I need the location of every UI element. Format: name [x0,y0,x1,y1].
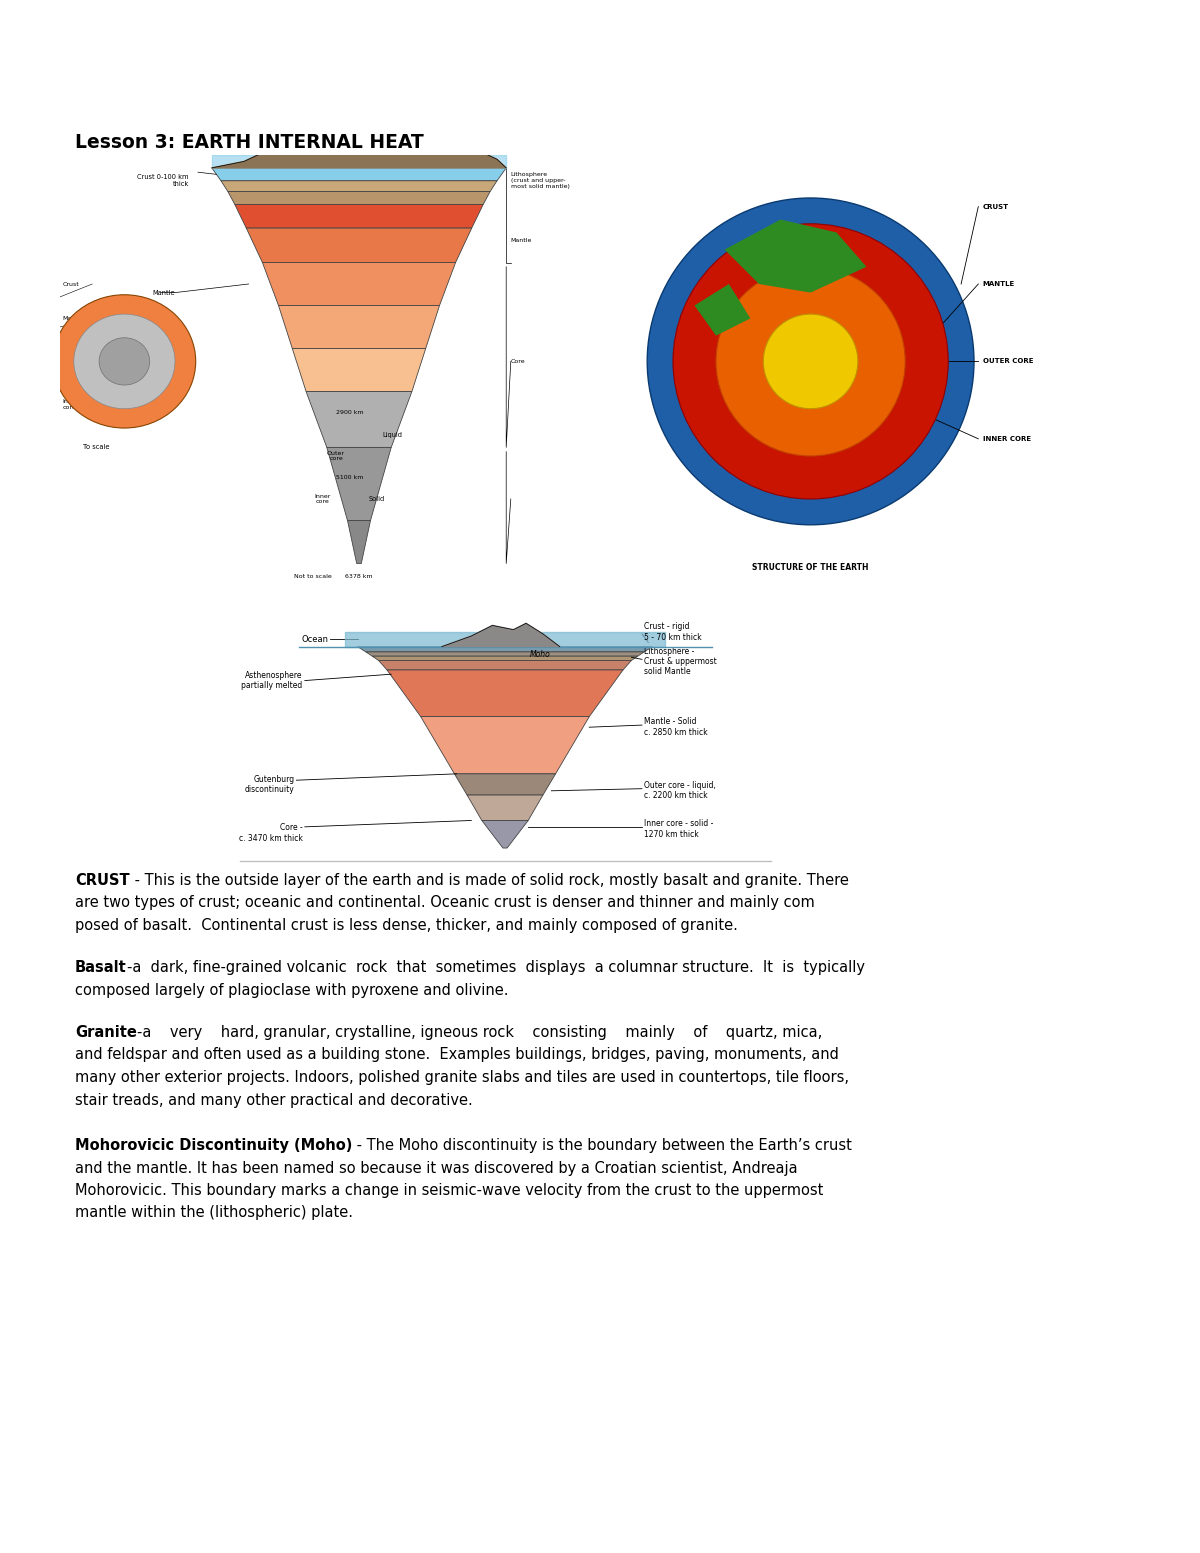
Text: OUTER CORE: OUTER CORE [983,359,1033,365]
Text: MANTLE: MANTLE [983,281,1015,287]
Text: and feldspar and often used as a building stone.  Examples buildings, bridges, p: and feldspar and often used as a buildin… [74,1048,839,1062]
Circle shape [100,337,150,385]
Text: Ocean: Ocean [301,635,328,644]
Polygon shape [421,716,589,773]
Text: stair treads, and many other practical and decorative.: stair treads, and many other practical a… [74,1092,473,1107]
Polygon shape [695,284,750,335]
Text: Crust - rigid
5 - 70 km thick: Crust - rigid 5 - 70 km thick [644,623,702,641]
Text: To scale: To scale [83,444,109,450]
Polygon shape [326,447,391,520]
Text: 2900 km: 2900 km [336,410,364,416]
Text: CRUST: CRUST [983,203,1009,210]
Text: Basalt: Basalt [74,960,127,975]
Circle shape [716,267,905,457]
Polygon shape [278,306,439,348]
Text: Asthenosphere
partially melted: Asthenosphere partially melted [241,671,302,690]
Polygon shape [306,391,412,447]
Text: Inner
core: Inner core [62,399,79,410]
Polygon shape [366,652,644,657]
Text: many other exterior projects. Indoors, polished granite slabs and tiles are used: many other exterior projects. Indoors, p… [74,1070,850,1086]
Text: Gutenburg
discontinuity: Gutenburg discontinuity [245,775,294,794]
Polygon shape [235,205,484,228]
Circle shape [53,295,196,429]
Circle shape [763,314,858,408]
Polygon shape [293,348,426,391]
Text: Outer
core: Outer core [326,450,346,461]
Text: Outer
core: Outer core [62,356,80,367]
Text: Moho: Moho [530,649,551,658]
Text: Asthenosphere: Asthenosphere [148,247,203,253]
Text: are two types of crust; oceanic and continental. Oceanic crust is denser and thi: are two types of crust; oceanic and cont… [74,896,815,910]
Text: Mantle: Mantle [511,239,532,244]
Text: 6378 km: 6378 km [346,573,373,579]
Text: Crust: Crust [62,281,79,286]
Text: Lesson 3: EARTH INTERNAL HEAT: Lesson 3: EARTH INTERNAL HEAT [74,134,424,152]
Text: STRUCTURE OF THE EARTH: STRUCTURE OF THE EARTH [752,564,869,573]
Polygon shape [263,262,456,306]
Text: Granite: Granite [74,1025,137,1041]
Text: INNER CORE: INNER CORE [983,436,1031,441]
Text: -a  dark, fine-grained volcanic  rock  that  sometimes  displays  a columnar str: -a dark, fine-grained volcanic rock that… [127,960,865,975]
Text: Core -
c. 3470 km thick: Core - c. 3470 km thick [239,823,302,843]
Text: CRUST: CRUST [74,873,130,888]
Text: 5100 km: 5100 km [336,475,364,480]
Text: -a    very    hard, granular, crystalline, igneous rock    consisting    mainly : -a very hard, granular, crystalline, ign… [137,1025,822,1041]
Text: Inner core - solid -
1270 km thick: Inner core - solid - 1270 km thick [644,820,714,839]
Polygon shape [228,191,490,205]
Polygon shape [358,646,653,652]
Polygon shape [482,820,528,848]
Polygon shape [467,795,542,820]
Text: Mantle: Mantle [62,315,84,321]
Text: Mohorovicic. This boundary marks a change in seismic-wave velocity from the crus: Mohorovicic. This boundary marks a chang… [74,1183,823,1197]
Text: composed largely of plagioclase with pyroxene and olivine.: composed largely of plagioclase with pyr… [74,983,509,997]
Text: - The Moho discontinuity is the boundary between the Earth’s crust: - The Moho discontinuity is the boundary… [353,1138,852,1152]
Polygon shape [211,168,506,180]
Polygon shape [221,180,497,191]
Text: Solid: Solid [368,495,384,502]
Text: Outer core - liquid,
c. 2200 km thick: Outer core - liquid, c. 2200 km thick [644,781,716,800]
Polygon shape [725,219,866,292]
Text: Lithosphere -
Crust & uppermost
solid Mantle: Lithosphere - Crust & uppermost solid Ma… [644,646,716,677]
Circle shape [647,197,974,525]
Text: Lithosphere
(crust and upper-
most solid mantle): Lithosphere (crust and upper- most solid… [511,172,570,189]
Text: - This is the outside layer of the earth and is made of solid rock, mostly basal: - This is the outside layer of the earth… [130,873,848,888]
Text: Mantle - Solid
c. 2850 km thick: Mantle - Solid c. 2850 km thick [644,717,708,738]
Text: posed of basalt.  Continental crust is less dense, thicker, and mainly composed : posed of basalt. Continental crust is le… [74,918,738,933]
Text: Crust 0-100 km
thick: Crust 0-100 km thick [137,174,188,188]
Text: Core: Core [511,359,526,363]
Text: mantle within the (lithospheric) plate.: mantle within the (lithospheric) plate. [74,1205,353,1221]
Polygon shape [246,228,472,262]
Text: Mantle: Mantle [152,289,175,295]
Text: and the mantle. It has been named so because it was discovered by a Croatian sci: and the mantle. It has been named so bec… [74,1160,798,1176]
Circle shape [673,224,948,499]
Text: Inner
core: Inner core [314,494,330,505]
Polygon shape [211,123,506,168]
Polygon shape [386,669,623,716]
Polygon shape [378,660,631,669]
Text: Not to scale: Not to scale [294,573,332,579]
Polygon shape [348,520,371,564]
Polygon shape [442,623,559,646]
Circle shape [73,314,175,408]
Text: Mohorovicic Discontinuity (Moho): Mohorovicic Discontinuity (Moho) [74,1138,353,1152]
Text: Liquid: Liquid [382,432,402,438]
Polygon shape [455,773,556,795]
Polygon shape [372,657,637,660]
